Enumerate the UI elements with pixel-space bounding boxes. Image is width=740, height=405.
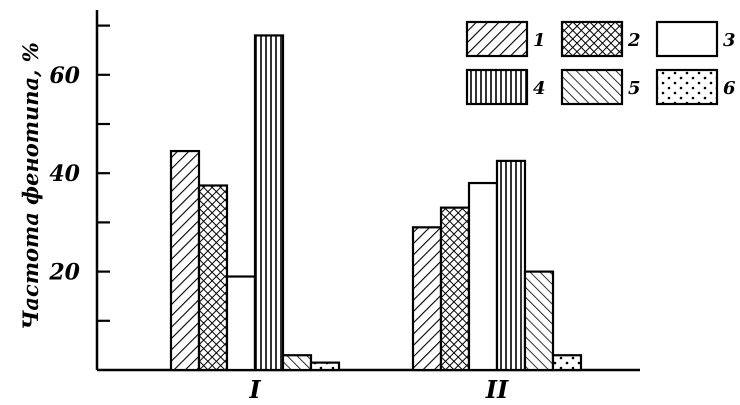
bar-I-series-6 xyxy=(309,361,341,372)
bar-II-series-6 xyxy=(551,354,583,372)
bars xyxy=(169,34,583,372)
bar-I-series-5 xyxy=(281,354,313,372)
y-tick-label: 60 xyxy=(49,63,80,89)
y-tick-label: 40 xyxy=(49,161,80,187)
bar-I-series-2 xyxy=(197,184,229,372)
legend-swatch-6 xyxy=(655,68,719,106)
y-tick-label: 20 xyxy=(48,260,80,286)
legend: 1 2 3 4 5 6 xyxy=(465,20,736,106)
bar-II-series-2 xyxy=(439,206,471,372)
bar-II-series-4 xyxy=(495,159,527,372)
legend-label-1: 1 xyxy=(533,30,546,51)
bar-I-series-4 xyxy=(253,34,285,372)
legend-label-5: 5 xyxy=(628,78,641,99)
legend-label-3: 3 xyxy=(723,30,736,51)
legend-swatch-1 xyxy=(465,20,529,58)
legend-label-4: 4 xyxy=(533,78,546,99)
bar-II-series-3 xyxy=(467,181,499,372)
category-labels: I II xyxy=(248,375,509,404)
y-ticks: 20 40 60 xyxy=(48,24,110,322)
bar-II-series-1 xyxy=(411,226,443,372)
category-label-II: II xyxy=(485,375,509,404)
bar-I-series-3 xyxy=(225,275,257,372)
bar-I-series-1 xyxy=(169,149,201,372)
y-axis-title: Частота фенотипа, % xyxy=(18,42,43,330)
legend-label-2: 2 xyxy=(627,30,641,51)
legend-swatch-3 xyxy=(655,20,719,58)
legend-swatch-4 xyxy=(465,68,529,106)
bar-II-series-5 xyxy=(523,270,555,372)
legend-label-6: 6 xyxy=(723,78,736,99)
legend-swatch-5 xyxy=(560,68,624,106)
category-label-I: I xyxy=(248,375,261,404)
legend-swatch-2 xyxy=(560,20,624,58)
